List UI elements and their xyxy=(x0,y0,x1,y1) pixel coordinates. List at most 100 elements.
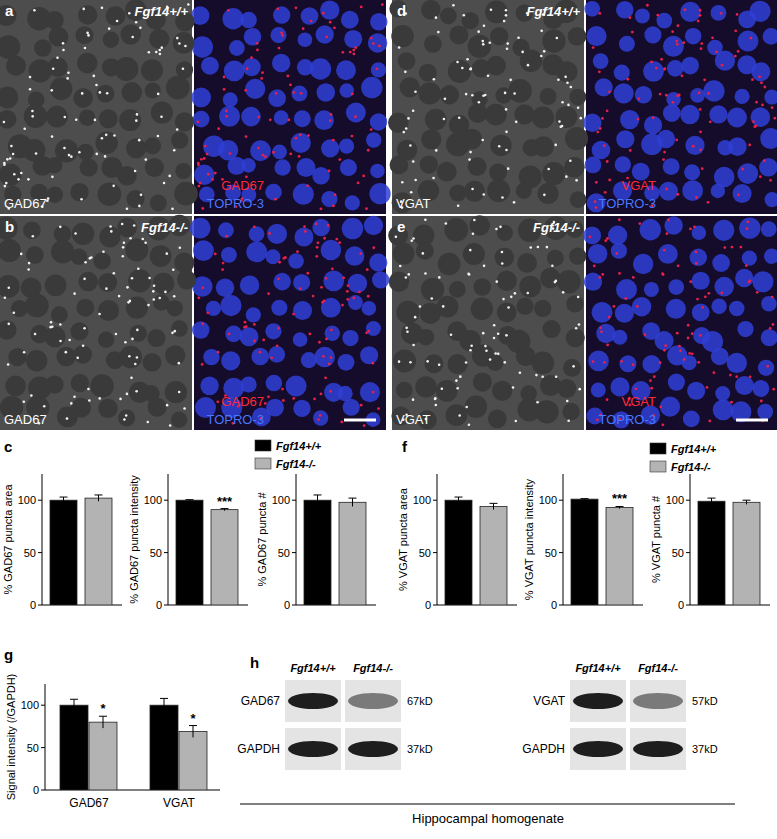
cell xyxy=(421,0,440,19)
nucleus xyxy=(681,57,699,75)
punctum xyxy=(759,175,762,178)
cell xyxy=(174,182,198,206)
gray-image xyxy=(0,0,192,214)
punctum xyxy=(98,313,101,316)
error-bar xyxy=(99,716,107,728)
nucleus xyxy=(339,138,354,153)
cell xyxy=(0,86,18,108)
punctum xyxy=(701,167,704,170)
error-cap xyxy=(160,698,168,699)
punctum xyxy=(433,78,436,81)
nucleus xyxy=(588,244,608,264)
error-bar xyxy=(221,509,229,511)
cell xyxy=(143,353,162,372)
nucleus xyxy=(644,282,659,297)
cell xyxy=(440,85,459,104)
punctum xyxy=(56,56,59,59)
punctum xyxy=(412,398,415,401)
punctum xyxy=(256,49,259,52)
blot-band xyxy=(633,741,683,757)
nucleus xyxy=(321,139,339,157)
punctum xyxy=(484,345,487,348)
blot-band xyxy=(288,741,338,757)
punctum xyxy=(354,115,357,118)
cell xyxy=(54,225,72,243)
punctum xyxy=(624,297,627,300)
cell xyxy=(396,301,419,324)
punctum xyxy=(632,363,635,366)
cell xyxy=(418,329,435,346)
punctum xyxy=(613,305,616,308)
nucleus xyxy=(642,355,660,373)
cell xyxy=(398,52,416,70)
punctum xyxy=(318,341,321,344)
punctum xyxy=(551,264,554,267)
nucleus xyxy=(633,254,653,274)
cell xyxy=(556,61,577,82)
punctum xyxy=(178,42,181,45)
punctum xyxy=(706,386,709,389)
punctum xyxy=(131,36,134,39)
y-tick xyxy=(559,500,563,501)
y-tick-label: 100 xyxy=(21,699,39,711)
punctum xyxy=(261,71,264,74)
punctum xyxy=(432,177,435,180)
nucleus xyxy=(761,221,777,237)
nucleus xyxy=(713,399,734,420)
punctum xyxy=(23,351,26,354)
punctum xyxy=(256,42,259,45)
punctum xyxy=(328,363,331,366)
y-tick-label: 50 xyxy=(24,547,36,559)
cell xyxy=(121,24,141,44)
nucleus xyxy=(692,226,707,241)
punctum xyxy=(760,81,763,84)
punctum xyxy=(66,77,69,80)
punctum xyxy=(736,13,739,16)
nucleus xyxy=(339,83,354,98)
cell xyxy=(175,163,191,179)
punctum xyxy=(349,51,352,54)
punctum xyxy=(253,340,256,343)
blot-lane xyxy=(630,728,686,770)
punctum xyxy=(51,176,54,179)
punctum xyxy=(598,12,601,15)
bar xyxy=(571,499,598,605)
bar xyxy=(85,498,112,605)
nucleus xyxy=(245,79,265,99)
punctum xyxy=(599,127,602,130)
punctum xyxy=(86,32,89,35)
punctum xyxy=(99,91,102,94)
punctum xyxy=(322,12,325,15)
punctum xyxy=(697,20,700,23)
nucleus xyxy=(640,219,661,240)
punctum xyxy=(204,145,207,148)
punctum xyxy=(707,92,710,95)
punctum xyxy=(735,375,738,378)
punctum xyxy=(650,61,653,64)
cell xyxy=(49,27,69,47)
punctum xyxy=(317,241,320,244)
punctum xyxy=(683,358,686,361)
punctum xyxy=(469,68,472,71)
cell xyxy=(424,354,443,373)
punctum xyxy=(12,153,15,156)
punctum xyxy=(569,159,572,162)
cell xyxy=(46,106,68,128)
error-whisker xyxy=(352,498,353,506)
punctum xyxy=(29,88,32,91)
punctum xyxy=(692,145,695,148)
error-bar xyxy=(189,726,197,738)
nucleus xyxy=(240,275,260,295)
marks xyxy=(445,497,507,605)
punctum xyxy=(165,252,168,255)
punctum xyxy=(676,94,679,97)
cell xyxy=(508,79,532,103)
punctum xyxy=(629,149,632,152)
punctum xyxy=(737,193,740,196)
nucleus xyxy=(325,326,340,341)
punctum xyxy=(214,253,217,256)
punctum xyxy=(489,358,492,361)
nucleus xyxy=(668,279,684,295)
cell xyxy=(487,179,510,202)
punctum xyxy=(632,276,635,279)
